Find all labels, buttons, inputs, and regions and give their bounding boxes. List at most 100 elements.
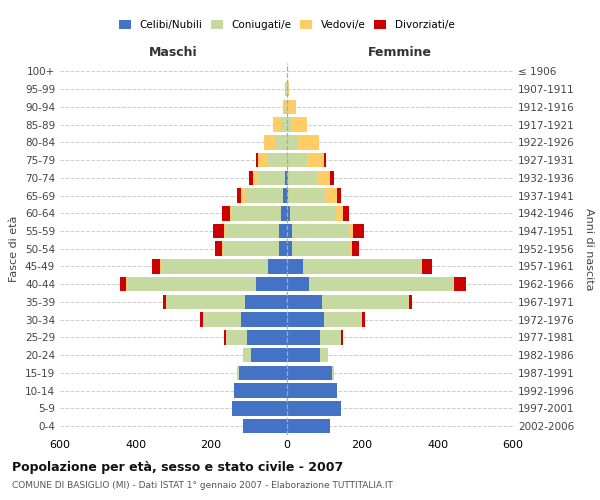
Bar	[452, 277, 454, 291]
Bar	[287, 277, 309, 291]
Bar	[287, 170, 289, 185]
Bar	[126, 277, 128, 291]
Y-axis label: Anni di nascita: Anni di nascita	[584, 208, 594, 290]
Bar	[287, 401, 341, 415]
Bar	[162, 259, 268, 274]
Bar	[320, 330, 341, 344]
Bar	[292, 224, 349, 238]
Bar	[349, 242, 352, 256]
Bar	[317, 170, 330, 185]
Bar	[309, 277, 452, 291]
Bar	[292, 118, 307, 132]
Bar	[287, 206, 290, 220]
Legend: Celibi/Nubili, Coniugati/e, Vedovi/e, Divorziati/e: Celibi/Nubili, Coniugati/e, Vedovi/e, Di…	[115, 16, 458, 34]
Bar	[307, 153, 324, 168]
Bar	[226, 224, 279, 238]
Bar	[287, 330, 320, 344]
Bar	[200, 312, 203, 327]
Bar	[152, 259, 160, 274]
Bar	[232, 206, 281, 220]
Bar	[268, 153, 287, 168]
Bar	[247, 330, 287, 344]
Bar	[256, 153, 258, 168]
Text: Femmine: Femmine	[368, 46, 432, 59]
Bar	[362, 312, 365, 327]
Bar	[287, 188, 289, 203]
Bar	[232, 401, 287, 415]
Bar	[238, 366, 239, 380]
Y-axis label: Fasce di età: Fasce di età	[10, 216, 19, 282]
Bar	[283, 188, 287, 203]
Bar	[245, 188, 283, 203]
Bar	[409, 294, 412, 309]
Bar	[326, 188, 337, 203]
Bar	[281, 206, 287, 220]
Bar	[330, 170, 334, 185]
Bar	[268, 259, 287, 274]
Bar	[287, 118, 292, 132]
Bar	[226, 330, 247, 344]
Bar	[213, 224, 224, 238]
Bar	[241, 312, 287, 327]
Bar	[245, 294, 287, 309]
Bar	[233, 384, 287, 398]
Bar	[287, 224, 292, 238]
Bar	[279, 242, 287, 256]
Bar	[287, 135, 298, 150]
Bar	[128, 277, 256, 291]
Bar	[422, 259, 432, 274]
Bar	[341, 330, 343, 344]
Bar	[287, 153, 307, 168]
Bar	[324, 312, 362, 327]
Bar	[238, 188, 241, 203]
Bar	[322, 294, 409, 309]
Bar	[163, 294, 166, 309]
Bar	[320, 348, 328, 362]
Bar	[287, 82, 289, 96]
Bar	[239, 366, 287, 380]
Bar	[287, 100, 289, 114]
Bar	[224, 242, 279, 256]
Bar	[292, 242, 349, 256]
Bar	[287, 242, 292, 256]
Text: COMUNE DI BASIGLIO (MI) - Dati ISTAT 1° gennaio 2007 - Elaborazione TUTTITALIA.I: COMUNE DI BASIGLIO (MI) - Dati ISTAT 1° …	[12, 481, 393, 490]
Bar	[286, 82, 287, 96]
Bar	[215, 242, 223, 256]
Bar	[253, 170, 258, 185]
Text: Popolazione per età, sesso e stato civile - 2007: Popolazione per età, sesso e stato civil…	[12, 462, 343, 474]
Bar	[298, 135, 319, 150]
Bar	[335, 206, 343, 220]
Bar	[289, 188, 326, 203]
Bar	[454, 277, 466, 291]
Bar	[279, 224, 287, 238]
Bar	[230, 206, 232, 220]
Bar	[203, 312, 241, 327]
Bar	[223, 242, 224, 256]
Bar	[256, 277, 287, 291]
Bar	[289, 100, 296, 114]
Bar	[353, 224, 364, 238]
Bar	[343, 206, 349, 220]
Bar	[287, 366, 332, 380]
Bar	[287, 419, 330, 434]
Bar	[284, 100, 287, 114]
Bar	[273, 118, 281, 132]
Bar	[241, 188, 245, 203]
Text: Maschi: Maschi	[149, 46, 197, 59]
Bar	[287, 384, 337, 398]
Bar	[285, 82, 286, 96]
Bar	[283, 100, 284, 114]
Bar	[223, 206, 230, 220]
Bar	[264, 135, 275, 150]
Bar	[421, 259, 422, 274]
Bar	[304, 259, 421, 274]
Bar	[224, 224, 226, 238]
Bar	[337, 188, 341, 203]
Bar	[275, 135, 287, 150]
Bar	[352, 242, 359, 256]
Bar	[243, 419, 287, 434]
Bar	[284, 170, 287, 185]
Bar	[324, 153, 326, 168]
Bar	[287, 348, 320, 362]
Bar	[160, 259, 162, 274]
